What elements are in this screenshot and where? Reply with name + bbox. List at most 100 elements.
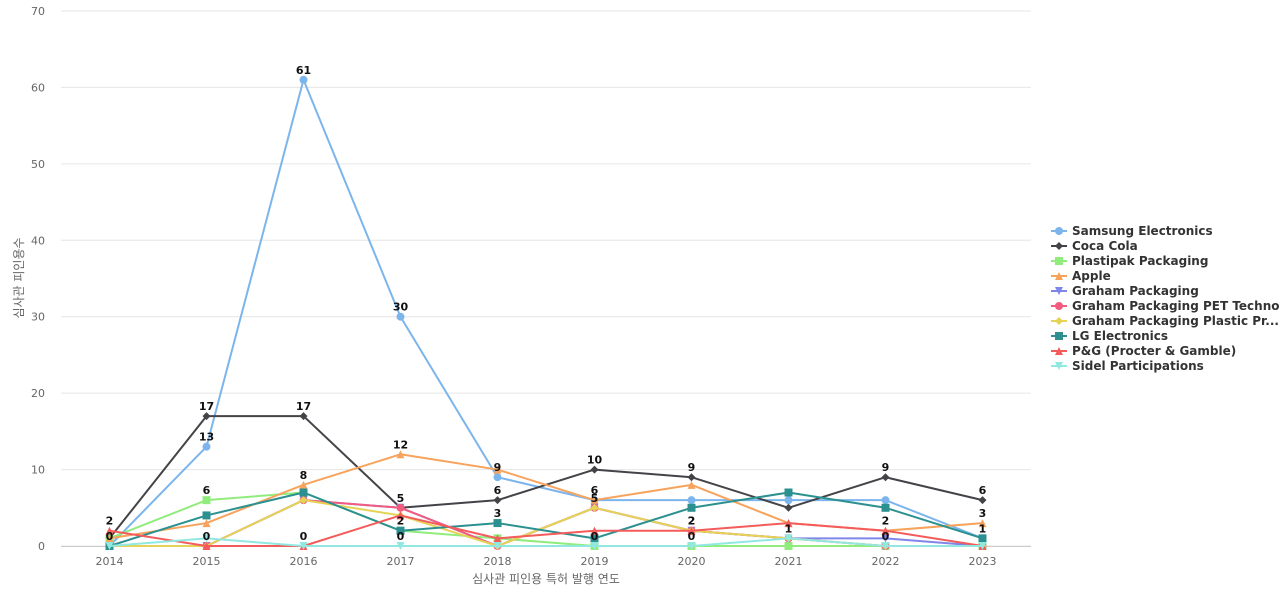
series-line[interactable] bbox=[108, 415, 983, 539]
series-1 bbox=[105, 75, 987, 550]
data-point[interactable] bbox=[590, 496, 599, 505]
x-tick-label: 2017 bbox=[387, 555, 415, 568]
legend-item[interactable]: Graham Packaging Plastic Pr... bbox=[1051, 314, 1279, 328]
y-tick-labels: 0 10 20 30 40 50 60 70 bbox=[31, 5, 45, 553]
series-line[interactable] bbox=[109, 491, 983, 547]
data-point[interactable] bbox=[687, 496, 696, 505]
data-point[interactable] bbox=[493, 542, 502, 550]
data-label: 0 bbox=[591, 530, 599, 543]
data-point[interactable] bbox=[590, 534, 599, 543]
data-point[interactable] bbox=[978, 496, 987, 505]
series-line[interactable] bbox=[109, 514, 983, 547]
legend-item[interactable]: LG Electronics bbox=[1051, 329, 1168, 343]
data-point[interactable] bbox=[493, 496, 502, 505]
data-point[interactable] bbox=[687, 473, 696, 482]
series-line[interactable] bbox=[108, 78, 983, 547]
data-point[interactable] bbox=[784, 519, 793, 528]
y-tick-label: 70 bbox=[31, 5, 45, 18]
data-point[interactable] bbox=[396, 312, 405, 321]
data-point[interactable] bbox=[590, 465, 599, 474]
legend-label: Graham Packaging PET Techno... bbox=[1072, 299, 1280, 313]
data-point[interactable] bbox=[590, 526, 599, 535]
data-point[interactable] bbox=[202, 542, 211, 550]
data-point[interactable] bbox=[784, 503, 793, 512]
data-point[interactable] bbox=[396, 511, 405, 520]
data-point[interactable] bbox=[784, 542, 793, 550]
data-label: 6 bbox=[494, 484, 502, 497]
data-point[interactable] bbox=[687, 503, 696, 512]
data-point[interactable] bbox=[881, 473, 890, 482]
data-label: 2 bbox=[397, 515, 405, 528]
data-point[interactable] bbox=[202, 442, 211, 451]
data-point[interactable] bbox=[396, 450, 405, 459]
data-point[interactable] bbox=[881, 496, 890, 505]
legend-symbol bbox=[1055, 257, 1063, 265]
data-point[interactable] bbox=[299, 412, 308, 421]
legend-item[interactable]: Plastipak Packaging bbox=[1051, 254, 1208, 268]
data-label: 9 bbox=[882, 461, 890, 474]
data-point[interactable] bbox=[202, 534, 211, 543]
series-line[interactable] bbox=[109, 537, 983, 547]
data-point[interactable] bbox=[202, 496, 211, 505]
legend-item[interactable]: Coca Cola bbox=[1051, 239, 1138, 253]
data-point[interactable] bbox=[299, 480, 308, 489]
data-point[interactable] bbox=[396, 542, 405, 550]
data-point[interactable] bbox=[396, 526, 405, 535]
data-label: 3 bbox=[979, 507, 987, 520]
data-point[interactable] bbox=[978, 519, 987, 528]
x-tick-label: 2018 bbox=[484, 555, 512, 568]
x-tick-label: 2021 bbox=[775, 555, 803, 568]
data-point[interactable] bbox=[590, 542, 599, 550]
data-point[interactable] bbox=[687, 542, 696, 550]
y-tick-label: 0 bbox=[38, 540, 45, 553]
legend-item[interactable]: Graham Packaging bbox=[1051, 284, 1199, 298]
legend-item[interactable]: Sidel Participations bbox=[1051, 359, 1204, 373]
data-point[interactable] bbox=[299, 75, 308, 84]
data-point[interactable] bbox=[784, 534, 793, 543]
legend-item[interactable]: Graham Packaging PET Techno... bbox=[1051, 299, 1280, 313]
data-point[interactable] bbox=[881, 542, 890, 550]
data-point[interactable] bbox=[493, 519, 502, 528]
data-point[interactable] bbox=[881, 534, 890, 543]
legend-item[interactable]: P&G (Procter & Gamble) bbox=[1051, 344, 1236, 358]
data-label: 1 bbox=[979, 522, 987, 535]
data-point[interactable] bbox=[881, 526, 890, 535]
data-point[interactable] bbox=[784, 496, 793, 505]
series-10 bbox=[105, 534, 987, 550]
data-point[interactable] bbox=[687, 526, 696, 535]
data-point[interactable] bbox=[202, 519, 211, 528]
data-point[interactable] bbox=[493, 465, 502, 474]
legend-item[interactable]: Samsung Electronics bbox=[1051, 224, 1213, 238]
data-point[interactable] bbox=[978, 542, 987, 550]
data-point[interactable] bbox=[299, 496, 308, 505]
data-point[interactable] bbox=[105, 526, 114, 535]
data-point[interactable] bbox=[881, 503, 890, 512]
data-point[interactable] bbox=[105, 542, 114, 550]
data-point[interactable] bbox=[493, 473, 502, 482]
data-point[interactable] bbox=[299, 488, 308, 497]
data-point[interactable] bbox=[978, 534, 987, 543]
x-tick-label: 2023 bbox=[969, 555, 997, 568]
data-label: 2 bbox=[688, 515, 696, 528]
data-point[interactable] bbox=[590, 503, 599, 512]
data-label: 10 bbox=[587, 454, 603, 467]
data-label: 9 bbox=[494, 461, 502, 474]
data-point[interactable] bbox=[299, 542, 308, 550]
data-point[interactable] bbox=[202, 412, 211, 421]
series-2 bbox=[105, 412, 987, 543]
data-point[interactable] bbox=[493, 534, 502, 543]
series-line[interactable] bbox=[109, 491, 983, 547]
legend-item[interactable]: Apple bbox=[1051, 269, 1111, 283]
data-label: 0 bbox=[203, 530, 211, 543]
series-9 bbox=[105, 511, 987, 550]
data-point[interactable] bbox=[202, 511, 211, 520]
series-line[interactable] bbox=[109, 453, 983, 540]
legend-symbol bbox=[1055, 317, 1063, 325]
data-point[interactable] bbox=[687, 480, 696, 489]
data-point[interactable] bbox=[396, 503, 405, 512]
data-point[interactable] bbox=[784, 488, 793, 497]
data-label: 5 bbox=[397, 492, 405, 505]
data-point[interactable] bbox=[105, 534, 114, 543]
